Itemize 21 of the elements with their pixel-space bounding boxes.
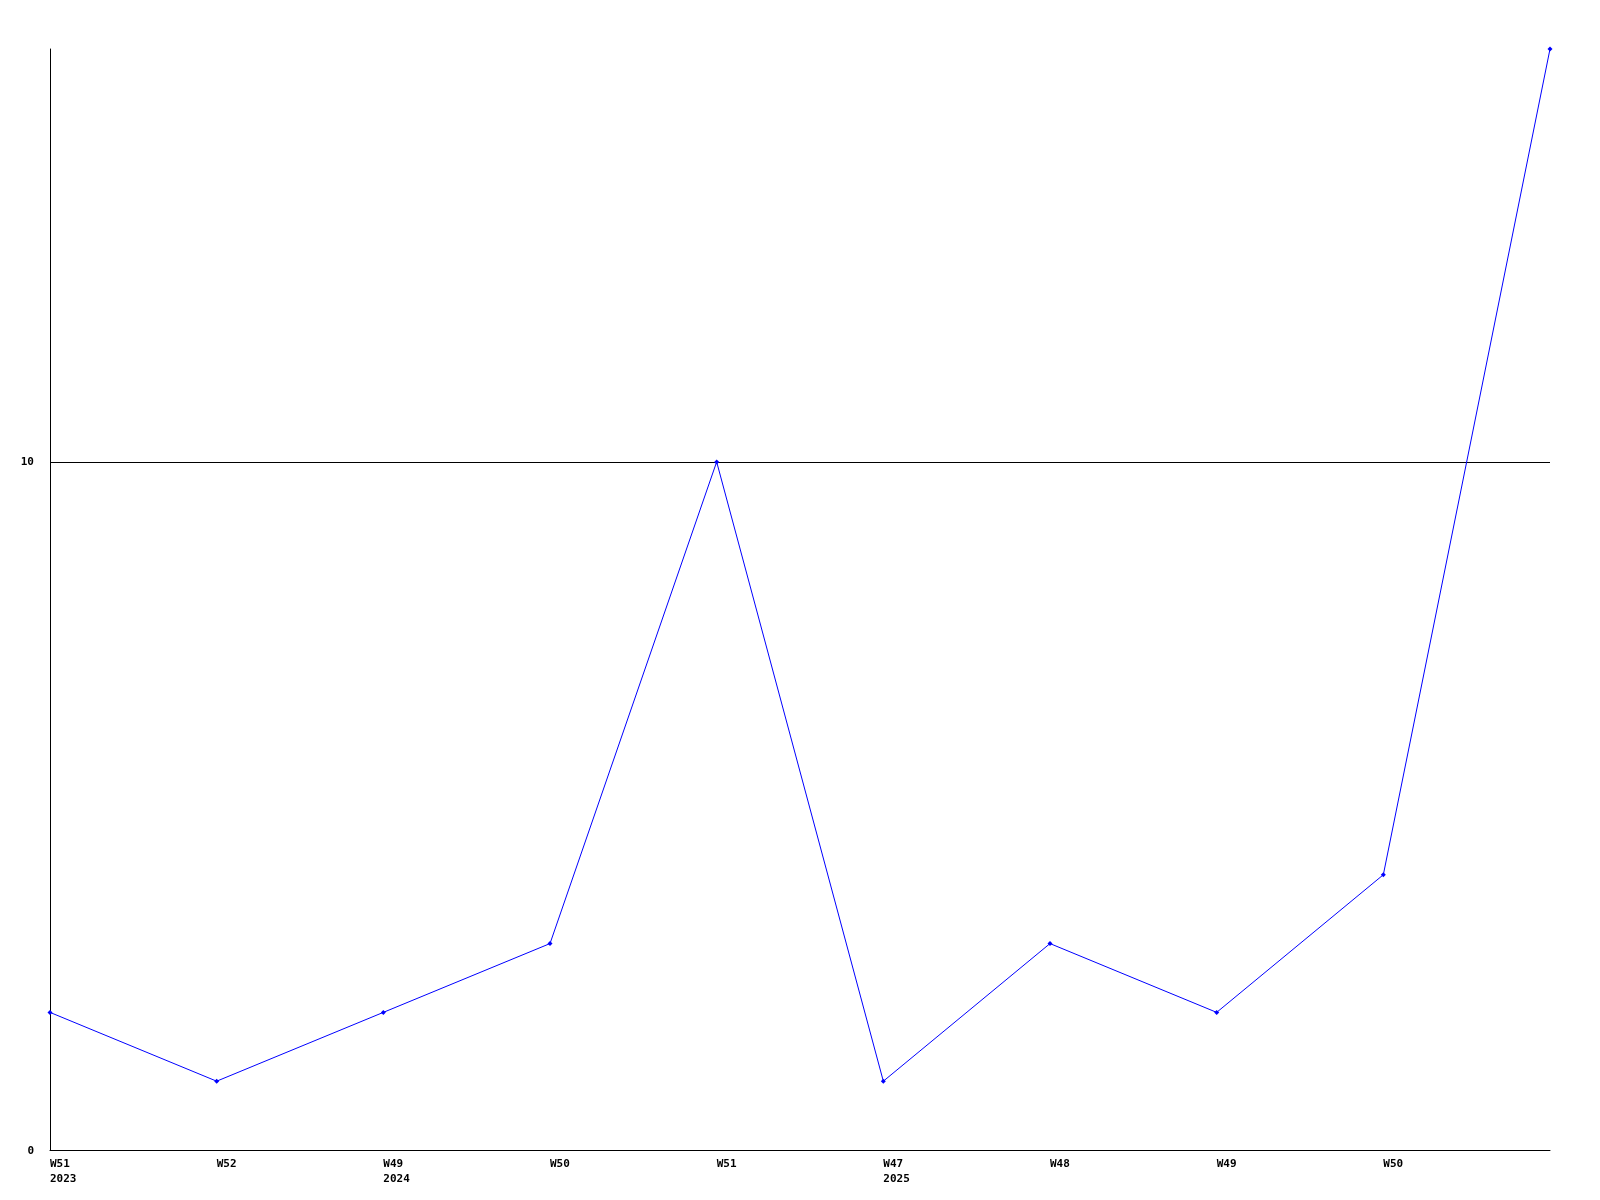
point (47, 1009, 53, 1015)
x-tick-label: W48 (1050, 1157, 1070, 1170)
x-tick-label: W51 2023 (50, 1157, 77, 1185)
x-tick-label: W49 (1216, 1157, 1237, 1170)
x-tick-label: W52 (216, 1157, 237, 1170)
x-tick-label: W50 (1383, 1157, 1404, 1170)
x-tick-label: W47 2025 (883, 1157, 910, 1185)
x-tick-label: W49 2024 (383, 1157, 411, 1185)
x-tick-label: W51 (716, 1157, 737, 1170)
point (1214, 1009, 1220, 1015)
y-tick-label: 0 (27, 1143, 34, 1157)
point (214, 1078, 220, 1084)
point (880, 1078, 886, 1084)
y-tick-label: 10 (20, 455, 34, 469)
point (1047, 941, 1053, 947)
point (547, 941, 553, 947)
point (1380, 872, 1386, 878)
x-tick-label: W50 (550, 1157, 570, 1170)
point (1547, 46, 1553, 52)
point (380, 1009, 386, 1015)
point (714, 459, 720, 465)
